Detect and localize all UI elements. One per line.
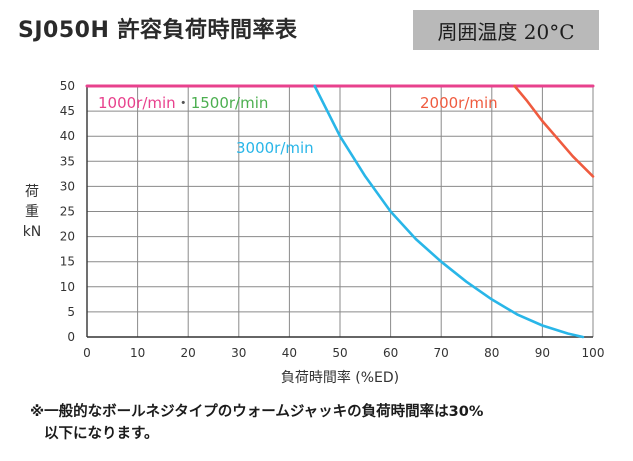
footnote: ※一般的なボールネジタイプのウォームジャッキの負荷時間率は30% 以下になります… [30, 401, 620, 445]
y-tick-label: 35 [60, 154, 75, 168]
page-title: SJ050H 許容負荷時間率表 [18, 18, 298, 43]
y-tick-label: 30 [60, 179, 75, 193]
y-axis-label-part: kN [23, 224, 42, 240]
series-label-part: 1500r/min [191, 94, 269, 112]
y-tick-label: 50 [60, 79, 75, 93]
y-tick-label: 25 [60, 205, 75, 219]
x-tick-label: 10 [130, 346, 145, 360]
y-tick-label: 15 [60, 255, 75, 269]
x-tick-label: 100 [582, 346, 605, 360]
series-label: 2000r/min [420, 94, 498, 112]
x-tick-label: 60 [383, 346, 398, 360]
x-tick-label: 0 [83, 346, 91, 360]
x-tick-label: 50 [332, 346, 347, 360]
y-axis-label: 荷重 kN [23, 184, 42, 240]
series-line [313, 84, 585, 339]
series-lines [85, 84, 595, 339]
y-axis-label-part: 重 [25, 204, 39, 220]
footnote-line-2: 以下になります。 [44, 426, 159, 442]
y-tick-label: 40 [60, 129, 75, 143]
grid [86, 85, 594, 338]
x-tick-label: 70 [434, 346, 449, 360]
y-tick-label: 5 [67, 305, 75, 319]
x-tick-label: 20 [181, 346, 196, 360]
x-tick-label: 90 [535, 346, 550, 360]
y-axis-label-part: 荷 [25, 184, 39, 200]
series-label-part: ・ [176, 94, 191, 112]
x-tick-label: 40 [282, 346, 297, 360]
ambient-temperature-badge: 周囲温度 20°C [413, 10, 599, 50]
load-duty-chart: 0 5 10 15 20 25 30 35 40 45 50 0 10 20 30 40 50 60 70 80 90… [23, 79, 605, 386]
x-tick-labels: 0 10 20 30 40 50 60 70 80 90 100 [83, 346, 604, 360]
x-axis-label: 負荷時間率 (%ED) [281, 369, 399, 386]
y-tick-label: 45 [60, 104, 75, 118]
series-line [513, 84, 595, 178]
y-tick-label: 0 [67, 330, 75, 344]
series-label: 1000r/min・1500r/min [98, 94, 268, 112]
y-tick-labels: 0 5 10 15 20 25 30 35 40 45 50 [60, 79, 75, 344]
series-labels: 1000r/min・1500r/min 3000r/min 2000r/min [98, 94, 498, 157]
x-tick-label: 80 [484, 346, 499, 360]
series-label-part: 1000r/min [98, 94, 176, 112]
y-tick-label: 20 [60, 230, 75, 244]
series-label: 3000r/min [236, 139, 314, 157]
x-tick-label: 30 [231, 346, 246, 360]
footnote-line-1: ※一般的なボールネジタイプのウォームジャッキの負荷時間率は30% [30, 404, 484, 420]
y-tick-label: 10 [60, 280, 75, 294]
